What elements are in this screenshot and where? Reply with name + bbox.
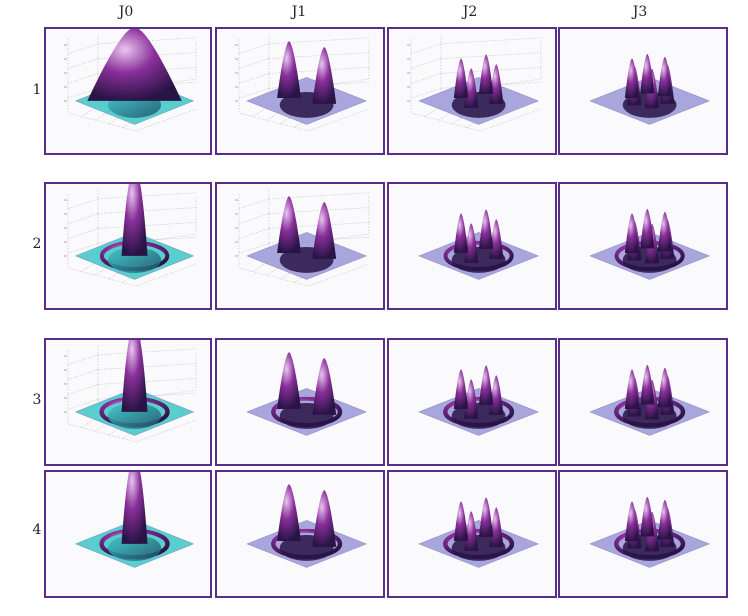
surface-plot [418,497,539,568]
plot-panel-r1-j1 [215,27,385,155]
surface-lobe [624,58,640,98]
plot-panel-r1-j0 [44,27,212,155]
column-header-j0: J0 [118,4,134,20]
surface-lobe [312,46,337,104]
surface-lobe [453,213,469,253]
plot-panel-r2-j1 [215,182,385,310]
surface-lobe [453,369,469,409]
surface-lobe [624,213,640,253]
surface-plot [235,190,370,287]
surface-plot [74,472,195,568]
surface-trough [107,402,162,429]
surface-lobe [657,211,673,252]
surface-plot [64,29,197,132]
surface-plot [418,209,539,280]
surface-lobe [277,196,301,253]
plot-panel-r1-j2 [387,27,557,155]
surface-lobe [478,497,494,537]
surface-plot [246,484,367,568]
surface-plot [589,496,710,568]
plot-panel-r2-j2 [387,182,557,310]
plot-panel-r3-j3 [558,338,728,466]
surface-peak [87,29,182,101]
column-header-j2: J2 [462,4,478,20]
surface-plot [246,352,367,436]
plot-panel-r4-j1 [215,470,385,598]
plot-panel-r4-j0 [44,470,212,598]
surface-plot [64,340,197,443]
plot-panel-r2-j3 [558,182,728,310]
surface-trough [107,246,162,273]
surface-lobe [312,489,337,547]
plot-panel-r4-j3 [558,470,728,598]
row-label-1: 1 [32,82,42,98]
plot-panel-r3-j0 [44,338,212,466]
row-label-2: 2 [32,236,42,252]
surface-plot [589,208,710,280]
surface-lobe [657,56,673,97]
surface-plot [589,53,710,125]
column-header-j3: J3 [632,4,648,20]
surface-lobe [453,58,469,98]
surface-lobe [624,501,640,541]
plot-panel-r2-j0 [44,182,212,310]
surface-lobe [657,499,673,540]
row-label-3: 3 [32,392,42,408]
surface-lobe [624,369,640,409]
surface-plot [235,35,370,132]
surface-lobe [657,367,673,408]
surface-lobe [478,365,494,405]
row-label-4: 4 [32,522,42,538]
surface-trough [107,534,162,561]
surface-lobe [640,53,655,94]
surface-plot [589,364,710,436]
surface-lobe [277,484,301,541]
plot-panel-r3-j1 [215,338,385,466]
surface-peak [121,340,148,412]
surface-peak [121,184,148,256]
plot-panel-r4-j2 [387,470,557,598]
surface-lobe [277,41,301,98]
surface-lobe [640,364,655,405]
plot-panel-r3-j2 [387,338,557,466]
surface-lobe [312,357,337,415]
surface-lobe [478,209,494,249]
surface-lobe [453,501,469,541]
surface-lobe [478,54,494,94]
surface-peak [121,472,148,544]
surface-plot [64,184,197,287]
plot-panel-r1-j3 [558,27,728,155]
surface-lobe [277,352,301,409]
column-header-j1: J1 [291,4,307,20]
surface-plot [407,35,542,132]
surface-lobe [640,208,655,249]
surface-lobe [312,201,337,259]
surface-lobe [640,496,655,537]
surface-plot [418,365,539,436]
